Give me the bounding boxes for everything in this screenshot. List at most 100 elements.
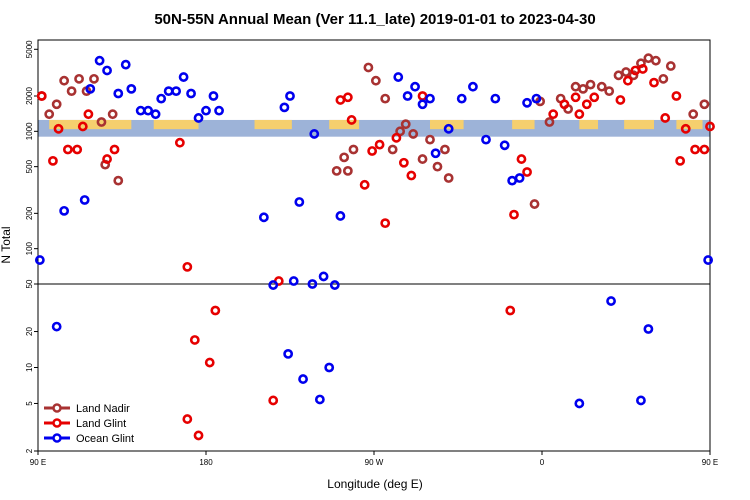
band-stripe-5 bbox=[512, 119, 535, 130]
point-ocean-glint-57 bbox=[703, 255, 714, 265]
point-land-glint-6 bbox=[83, 109, 94, 120]
point-land-glint-48 bbox=[690, 144, 700, 155]
point-ocean-glint-16 bbox=[178, 72, 189, 82]
point-ocean-glint-7 bbox=[113, 88, 124, 99]
point-ocean-glint-53 bbox=[574, 398, 585, 409]
point-land-nadir-47 bbox=[699, 99, 710, 110]
point-land-nadir-38 bbox=[613, 70, 624, 81]
point-land-glint-30 bbox=[509, 209, 519, 220]
point-ocean-glint-39 bbox=[410, 81, 420, 92]
point-land-nadir-7 bbox=[89, 73, 99, 84]
point-land-nadir-40 bbox=[628, 70, 639, 81]
legend-marker-land-nadir bbox=[52, 403, 62, 413]
y-tick-label-upper-4: 1000 bbox=[25, 122, 34, 140]
point-ocean-glint-15 bbox=[171, 86, 182, 97]
point-land-glint-44 bbox=[660, 113, 671, 123]
band-stripe-8 bbox=[676, 119, 703, 130]
point-land-glint-8 bbox=[109, 144, 120, 155]
point-land-glint-45 bbox=[671, 91, 682, 101]
point-land-nadir-34 bbox=[578, 83, 588, 94]
point-land-glint-40 bbox=[622, 75, 633, 86]
y-tick-label-upper-5: 2000 bbox=[25, 87, 34, 105]
point-land-glint-16 bbox=[268, 395, 279, 406]
band-stripe-7 bbox=[624, 119, 654, 130]
point-land-glint-0 bbox=[36, 91, 47, 101]
point-land-glint-32 bbox=[522, 167, 532, 177]
point-ocean-glint-11 bbox=[143, 105, 154, 116]
point-ocean-glint-32 bbox=[258, 212, 269, 223]
point-ocean-glint-46 bbox=[481, 134, 491, 145]
point-ocean-glint-8 bbox=[120, 59, 131, 70]
point-land-glint-37 bbox=[581, 99, 592, 110]
x-axis: 90 E 180 90 W 0 90 E bbox=[30, 451, 718, 467]
band-base bbox=[38, 119, 710, 137]
point-land-glint-28 bbox=[417, 91, 428, 101]
point-ocean-glint-1 bbox=[51, 321, 62, 332]
point-land-nadir-14 bbox=[380, 93, 391, 104]
point-land-glint-49 bbox=[699, 144, 710, 155]
point-land-nadir-3 bbox=[59, 75, 70, 86]
x-tick-label-3: 0 bbox=[540, 458, 545, 467]
series-ocean-glint bbox=[34, 55, 714, 409]
band-stripe-3 bbox=[329, 119, 360, 130]
point-ocean-glint-0 bbox=[34, 255, 45, 265]
point-ocean-glint-35 bbox=[285, 91, 295, 101]
point-ocean-glint-25 bbox=[298, 374, 308, 384]
y-tick-label-upper-1: 100 bbox=[25, 241, 34, 255]
point-ocean-glint-49 bbox=[507, 175, 518, 186]
point-ocean-glint-50 bbox=[514, 173, 525, 183]
point-land-nadir-25 bbox=[432, 161, 443, 172]
point-land-glint-15 bbox=[210, 305, 221, 316]
point-ocean-glint-18 bbox=[193, 113, 204, 123]
point-land-glint-19 bbox=[342, 92, 353, 103]
point-land-glint-35 bbox=[570, 92, 581, 103]
point-land-nadir-2 bbox=[51, 99, 62, 110]
point-land-glint-27 bbox=[406, 170, 417, 181]
point-land-glint-29 bbox=[505, 305, 516, 316]
point-ocean-glint-17 bbox=[186, 88, 196, 99]
point-land-glint-39 bbox=[615, 95, 626, 105]
band-stripe-0 bbox=[49, 119, 132, 130]
point-ocean-glint-3 bbox=[79, 195, 90, 205]
point-ocean-glint-10 bbox=[135, 105, 146, 116]
point-ocean-glint-54 bbox=[606, 296, 616, 306]
point-ocean-glint-9 bbox=[126, 83, 137, 94]
point-land-glint-3 bbox=[62, 144, 73, 155]
point-land-nadir-11 bbox=[113, 175, 124, 186]
x-tick-label-0: 90 E bbox=[30, 458, 46, 467]
point-ocean-glint-44 bbox=[456, 93, 467, 104]
point-ocean-glint-34 bbox=[279, 102, 290, 113]
point-ocean-glint-56 bbox=[643, 324, 654, 334]
point-land-nadir-36 bbox=[596, 81, 607, 92]
point-ocean-glint-55 bbox=[636, 395, 646, 406]
point-ocean-glint-4 bbox=[85, 83, 96, 94]
band-stripe-6 bbox=[579, 119, 598, 130]
point-ocean-glint-24 bbox=[294, 197, 305, 207]
legend: Land Nadir Land Glint Ocean Glint bbox=[44, 403, 134, 445]
point-ocean-glint-12 bbox=[150, 109, 161, 120]
point-land-glint-9 bbox=[174, 137, 185, 148]
x-tick-label-4: 90 E bbox=[702, 458, 718, 467]
point-land-nadir-12 bbox=[363, 62, 374, 73]
point-ocean-glint-2 bbox=[59, 205, 70, 216]
chart-title: 50N-55N Annual Mean (Ver 11.1_late) 2019… bbox=[154, 11, 595, 28]
x-axis-label: Longitude (deg E) bbox=[327, 477, 422, 491]
point-land-nadir-45 bbox=[665, 61, 676, 71]
point-ocean-glint-30 bbox=[329, 280, 340, 290]
y-tick-label-upper-2: 200 bbox=[25, 206, 34, 220]
x-tick-label-2: 90 W bbox=[365, 458, 384, 467]
point-ocean-glint-5 bbox=[94, 55, 105, 66]
y-axis: 50 100 200 500 1000 2000 5000 2 5 10 20 bbox=[25, 40, 38, 453]
point-ocean-glint-23 bbox=[288, 276, 299, 286]
point-land-nadir-17 bbox=[339, 152, 350, 163]
y-tick-label-lower-0: 2 bbox=[25, 448, 34, 453]
point-land-glint-46 bbox=[675, 155, 686, 166]
point-ocean-glint-48 bbox=[499, 140, 510, 151]
point-land-nadir-33 bbox=[570, 81, 581, 92]
legend-item-land-nadir: Land Nadir bbox=[44, 403, 130, 415]
x-tick-label-1: 180 bbox=[199, 458, 213, 467]
point-ocean-glint-41 bbox=[425, 93, 435, 104]
point-land-glint-10 bbox=[182, 261, 193, 272]
point-ocean-glint-38 bbox=[402, 91, 413, 101]
